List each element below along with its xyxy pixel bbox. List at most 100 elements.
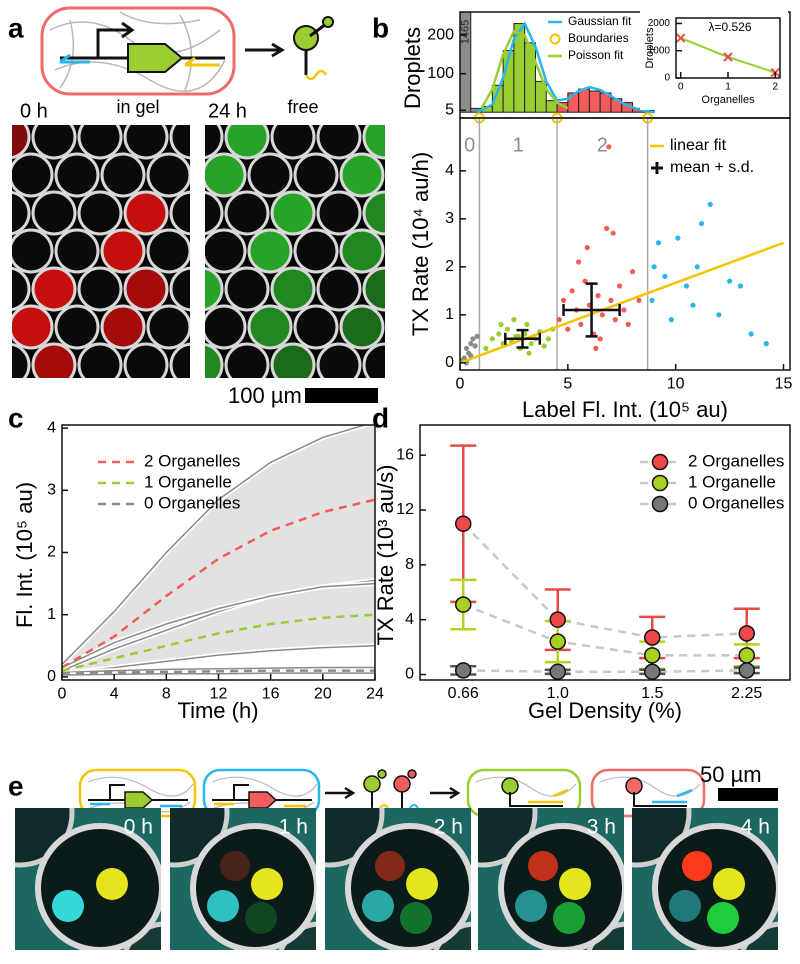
droplet bbox=[433, 382, 475, 424]
droplet bbox=[270, 266, 316, 312]
y-axis-label: TX Rate (10⁴ au/h) bbox=[408, 152, 433, 336]
legend-label: Boundaries bbox=[568, 31, 629, 45]
marker bbox=[644, 647, 661, 664]
scatter-point bbox=[668, 317, 674, 323]
y-axis-label: Droplets bbox=[644, 27, 656, 68]
legend-swatch bbox=[651, 453, 669, 471]
scatter-point bbox=[524, 321, 530, 327]
droplet bbox=[316, 342, 362, 378]
linker-blue bbox=[59, 53, 90, 64]
droplet bbox=[316, 266, 362, 312]
x-tick-label: 12 bbox=[210, 686, 228, 703]
y-tick-label: 1000 bbox=[648, 45, 671, 56]
annotation: λ=0.526 bbox=[708, 20, 751, 34]
scatter-point bbox=[560, 297, 567, 303]
scale-bar bbox=[718, 788, 778, 801]
droplet bbox=[270, 190, 316, 236]
marker bbox=[738, 625, 755, 642]
scatter-point bbox=[629, 269, 636, 275]
legend-swatch bbox=[549, 33, 561, 45]
droplet bbox=[410, 116, 452, 158]
rna-head bbox=[363, 775, 381, 793]
y-tick-label: 1 bbox=[445, 306, 454, 323]
y-tick-label: 12 bbox=[396, 501, 414, 518]
x-tick-label: 24 bbox=[366, 686, 384, 703]
x-tick-label: 10 bbox=[667, 376, 685, 393]
scatter-point bbox=[649, 297, 655, 303]
spot-cyan bbox=[52, 890, 84, 922]
x-axis-label: Time (h) bbox=[177, 698, 258, 723]
droplet bbox=[148, 382, 190, 424]
scale-bar bbox=[305, 388, 378, 403]
y-tick-label: 2 bbox=[445, 258, 454, 275]
marker bbox=[738, 662, 755, 679]
error-bar-x bbox=[562, 304, 621, 316]
panel-label: e bbox=[8, 770, 24, 801]
x-tick-label: 1.0 bbox=[547, 685, 569, 702]
gel-capsule bbox=[40, 6, 236, 96]
plot-area bbox=[62, 425, 375, 678]
spot-green bbox=[245, 902, 277, 934]
gel-fiber bbox=[475, 776, 577, 797]
droplet bbox=[362, 125, 385, 160]
droplet bbox=[12, 266, 31, 312]
x-axis-label: Gel Density (%) bbox=[528, 698, 682, 723]
gel-fiber bbox=[59, 19, 75, 89]
micrograph bbox=[478, 808, 624, 950]
x-axis-label: Organelles bbox=[701, 94, 755, 106]
droplet bbox=[169, 190, 190, 236]
scatter-point bbox=[606, 144, 612, 150]
linker bbox=[528, 788, 569, 804]
droplet bbox=[12, 228, 54, 274]
marker bbox=[455, 662, 472, 679]
histogram-bar bbox=[588, 90, 601, 113]
droplet bbox=[433, 154, 475, 196]
arrow bbox=[325, 786, 356, 800]
rna-arm bbox=[309, 22, 327, 38]
droplet-ring bbox=[586, 921, 624, 950]
scatter-point bbox=[694, 264, 700, 270]
promoter-arrow bbox=[96, 21, 135, 58]
marker bbox=[455, 596, 472, 613]
y-tick-label: 0 bbox=[445, 354, 454, 371]
droplet bbox=[100, 228, 146, 274]
scatter-point bbox=[576, 259, 582, 265]
scatter-point bbox=[496, 331, 502, 337]
mean-line bbox=[62, 669, 375, 676]
region-label: 1 bbox=[513, 134, 524, 156]
scatter-area bbox=[460, 118, 784, 370]
y-tick-label: 2 bbox=[47, 544, 56, 561]
x-tick-label: 2 bbox=[772, 82, 778, 93]
trend-line bbox=[462, 522, 747, 639]
x-tick-label: 1 bbox=[725, 82, 731, 93]
droplet bbox=[77, 266, 123, 312]
spot-yellow bbox=[406, 868, 438, 900]
mean-line bbox=[62, 498, 375, 669]
time-label: 24 h bbox=[208, 100, 247, 122]
droplet bbox=[54, 152, 100, 198]
droplet bbox=[247, 228, 293, 274]
x-tick-label: 15 bbox=[775, 376, 793, 393]
scatter-point bbox=[593, 345, 599, 351]
x-tick-label: 0 bbox=[58, 686, 67, 703]
droplet bbox=[12, 190, 31, 236]
scatter-point bbox=[763, 341, 769, 347]
droplet-ring bbox=[478, 808, 538, 868]
droplet bbox=[77, 190, 123, 236]
droplet bbox=[247, 304, 293, 350]
droplet bbox=[224, 266, 270, 312]
scatter-point bbox=[636, 297, 642, 303]
scatter-point bbox=[683, 283, 690, 289]
scatter-point bbox=[748, 331, 754, 337]
droplet bbox=[77, 342, 123, 378]
histogram-bars bbox=[460, 12, 655, 114]
scatter-point bbox=[584, 245, 590, 251]
droplet bbox=[247, 152, 293, 198]
droplet-ring bbox=[632, 808, 692, 868]
region-label: 0 bbox=[464, 134, 475, 156]
y-tick-label: 5 bbox=[445, 102, 454, 119]
panel-label: d bbox=[372, 402, 389, 433]
rna-stem bbox=[509, 792, 563, 807]
data-label: 1465 bbox=[459, 20, 471, 44]
gel-fiber bbox=[49, 21, 221, 54]
